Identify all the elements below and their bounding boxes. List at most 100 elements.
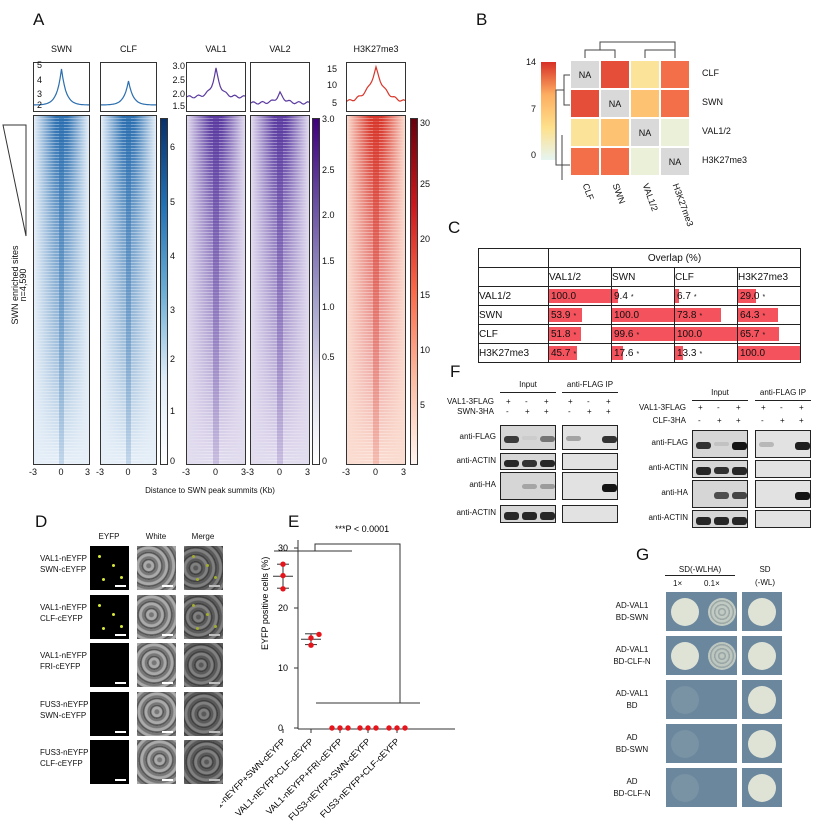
sd-wl-header: SD — [759, 565, 771, 574]
construct-label: SWN-cEYFP — [40, 565, 87, 574]
overlap-cell: 6.7 * — [674, 286, 738, 306]
lane-sign: + — [799, 403, 804, 412]
row-label: VAL1/2 — [702, 126, 731, 136]
construct-label: VAL1-3FLAG — [447, 397, 494, 406]
western-blot — [692, 480, 748, 508]
agar-plate-selective — [666, 636, 737, 675]
x-tick-label: -3 — [182, 467, 191, 477]
matrix-cell — [630, 89, 660, 118]
overlap-bar — [675, 308, 721, 322]
data-point — [386, 725, 392, 731]
profile-y-tick: 10 — [326, 80, 337, 90]
sd-wl-header: (-WL) — [755, 578, 775, 587]
lane-sign: + — [568, 397, 573, 406]
lane-sign: - — [761, 416, 764, 425]
lane-sign: - — [568, 407, 571, 416]
construct-label: FUS3-nEYFP — [40, 699, 89, 709]
colorbar-tick: 2.0 — [322, 210, 335, 220]
row-dendrogram — [555, 74, 570, 180]
yeast-colony — [748, 730, 776, 758]
significance-mark: * — [693, 293, 697, 301]
overlap-bar — [549, 308, 583, 322]
yeast-colony — [671, 774, 699, 802]
significance-mark: * — [573, 331, 577, 339]
profile-plot — [186, 62, 246, 112]
colorbar-red — [410, 118, 418, 465]
overlap-value: 73.8 — [677, 309, 697, 321]
agar-plate-selective — [666, 680, 737, 719]
agar-plate-nonselective — [742, 724, 782, 763]
lane-sign: + — [506, 397, 511, 406]
data-point — [329, 725, 335, 731]
overlap-bar — [738, 289, 756, 303]
colorbar-tick: 1.0 — [322, 302, 335, 312]
protein-band — [504, 459, 519, 468]
x-tick-label: 3 — [305, 467, 311, 477]
construct-label: FRI-cEYFP — [40, 662, 81, 671]
overlap-bar — [738, 346, 800, 360]
table-row: CLF 51.8 * 99.6 * 100.0 65.7 * — [478, 324, 801, 344]
overlap-cell: 51.8 * — [548, 324, 612, 344]
western-blot — [692, 430, 748, 458]
heatmap — [346, 115, 406, 465]
western-blot — [562, 505, 618, 523]
matrix-cell — [570, 89, 600, 118]
profile-plot — [250, 62, 310, 112]
protein-band — [540, 512, 555, 520]
agar-plate-nonselective — [742, 592, 782, 631]
sort-triangle-icon — [2, 124, 27, 237]
overlap-bar — [549, 327, 582, 341]
row-label: SWN — [702, 97, 723, 107]
protein-band — [522, 459, 537, 467]
profile-plot — [100, 62, 157, 112]
merge-image — [184, 691, 223, 736]
protein-band — [732, 517, 747, 525]
matrix-cell: NA — [630, 118, 660, 147]
white-image — [137, 546, 176, 590]
protein-band — [696, 467, 711, 475]
overlap-cell: 45.7 * — [548, 343, 612, 363]
heatmap-center-signal — [277, 116, 283, 464]
column-dendrogram — [584, 41, 676, 58]
lane-sign: - — [506, 407, 509, 416]
agar-plate-selective — [666, 592, 737, 631]
y-tick-label: 30 — [278, 543, 288, 553]
fluorescence-signal — [206, 612, 209, 616]
row-label: CLF — [702, 68, 720, 78]
significance-mark: * — [762, 312, 766, 320]
lane-sign: + — [606, 407, 611, 416]
profile-line — [34, 68, 89, 106]
scale-bar — [162, 779, 173, 781]
overlap-bar — [675, 327, 737, 341]
fluorescence-signal — [120, 576, 123, 579]
construct-label: BD-CLF-N — [613, 789, 651, 798]
protein-band — [522, 512, 537, 520]
colorbar-tick: 4 — [170, 251, 176, 261]
lane-sign: + — [525, 407, 530, 416]
fluorescence-signal — [120, 624, 123, 628]
matrix-cell — [600, 147, 630, 176]
lane-sign: + — [698, 403, 703, 412]
overlap-value: 6.7 — [677, 290, 691, 302]
heatmap — [33, 115, 90, 465]
x-axis-label: Distance to SWN peak summits (Kb) — [145, 486, 275, 495]
fluorescence-signal — [196, 626, 199, 630]
western-blot — [500, 505, 556, 523]
colorbar-tick: 0 — [322, 456, 328, 466]
profile-line — [250, 90, 310, 105]
agar-plate-nonselective — [742, 768, 782, 807]
colorbar-tick: 10 — [420, 345, 431, 355]
scale-bar — [115, 633, 126, 636]
colorbar-tick: 2 — [170, 354, 176, 364]
colorbar-tick: 0.5 — [322, 352, 335, 362]
scale-bar — [115, 779, 126, 781]
scale-tick: 14 — [525, 57, 536, 67]
table-row: SWN 53.9 * 100.0 73.8 * 64.3 * — [478, 305, 801, 325]
lane-sign: - — [525, 397, 528, 406]
colorbar-tick: 3 — [170, 305, 176, 315]
fluorescence-signal — [98, 555, 101, 558]
matrix-cell — [600, 60, 630, 89]
data-point — [280, 586, 286, 592]
x-tick-label: 0 — [125, 467, 131, 477]
western-blot — [562, 425, 618, 450]
